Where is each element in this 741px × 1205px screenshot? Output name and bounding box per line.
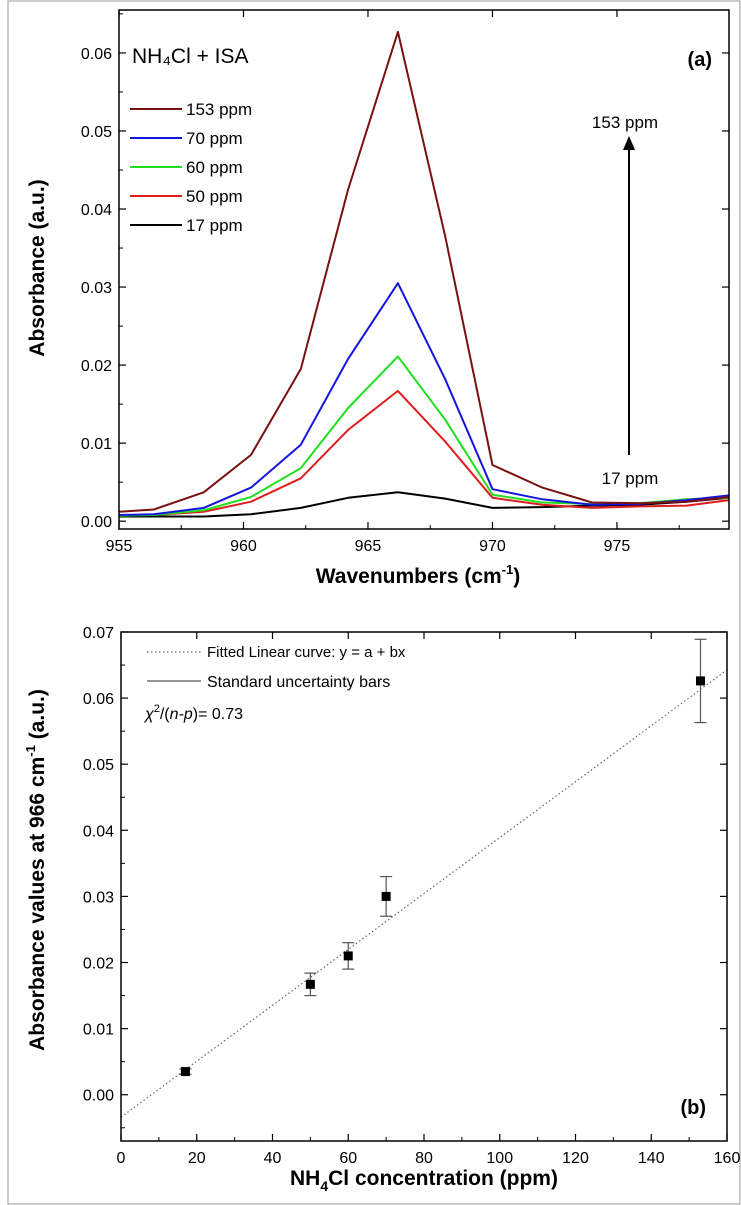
x-tick-label: 0 <box>117 1150 126 1167</box>
panel-a-xlabel: Wavenumbers (cm-1) <box>316 562 521 588</box>
arrow-top-label: 153 ppm <box>592 113 658 132</box>
panel-a-chart: 955 960 965 970 975 0.00 0.01 0.02 0.03 0.04 0.05 0… <box>26 9 730 588</box>
panel-b-tag: (b) <box>680 1097 706 1119</box>
chi-sup: 2 <box>154 703 160 715</box>
x-tick-label: 100 <box>486 1150 513 1167</box>
y-tick-label: 0.03 <box>83 889 114 906</box>
data-point <box>343 951 353 961</box>
data-point <box>381 891 391 901</box>
y-tick-label: 0.06 <box>83 691 114 708</box>
panel-a-xlabel-close: ) <box>513 565 520 588</box>
legend-label-70-ppm: 70 ppm <box>186 129 243 148</box>
panel-b-legend: Fitted Linear curve: y = a + bx Standard… <box>143 644 406 723</box>
panel-a-ylabel: Absorbance (a.u.) <box>26 179 49 356</box>
legend-label-60-ppm: 60 ppm <box>186 158 243 177</box>
legend-fit-label: Fitted Linear curve: y = a + bx <box>207 644 406 661</box>
chi-rest: )= 0.73 <box>193 706 243 723</box>
panel-a-legend: 153 ppm 70 ppm 60 ppm 50 ppm 17 ppm <box>130 100 252 235</box>
y-tick-label: 0.05 <box>83 757 114 774</box>
panel-b-ylabel-base: Absorbance values at 966 cm <box>26 757 49 1051</box>
x-tick-label: 80 <box>415 1150 433 1167</box>
y-tick-label: 0.05 <box>81 124 112 141</box>
y-tick-label: 0.04 <box>83 823 114 840</box>
x-tick-label: 120 <box>562 1150 589 1167</box>
series-line-153-ppm <box>118 30 730 513</box>
arrow-bottom-label: 17 ppm <box>602 469 659 488</box>
panel-b-ylabel-rest: (a.u.) <box>26 689 49 745</box>
data-point <box>305 979 315 989</box>
x-tick-label: 955 <box>106 538 133 555</box>
panel-a-xlabel-sup: -1 <box>502 562 514 577</box>
panel-b-ylabel: Absorbance values at 966 cm-1 (a.u.) <box>23 689 49 1051</box>
panel-b-xlabel-rest: Cl concentration (ppm) <box>328 1167 558 1190</box>
y-tick-label: 0.00 <box>83 1088 114 1105</box>
panel-b-chart: 0 20 40 60 80 100 120 140 160 0.00 0.01 0.02 0.03 0.0… <box>23 625 740 1194</box>
panel-b-xlabel-sub: 4 <box>320 1178 328 1194</box>
panel-b-xlabel-base: NH <box>290 1167 320 1190</box>
panel-b-xlabel: NH4Cl concentration (ppm) <box>290 1167 558 1194</box>
fit-line <box>120 669 728 1118</box>
y-tick-label: 0.02 <box>81 358 112 375</box>
y-tick-label: 0.04 <box>81 202 112 219</box>
x-tick-label: 140 <box>638 1150 665 1167</box>
y-tick-label: 0.06 <box>81 46 112 63</box>
x-tick-label: 975 <box>604 538 631 555</box>
figure-border <box>7 0 741 1205</box>
x-tick-label: 960 <box>230 538 257 555</box>
y-tick-label: 0.00 <box>81 514 112 531</box>
x-tick-label: 965 <box>355 538 382 555</box>
series-line-60-ppm <box>118 355 730 517</box>
data-point <box>695 676 705 686</box>
x-tick-label: 40 <box>264 1150 282 1167</box>
legend-label-17-ppm: 17 ppm <box>186 216 243 235</box>
legend-label-50-ppm: 50 ppm <box>186 187 243 206</box>
chi-symbol: χ <box>143 706 154 723</box>
y-tick-label: 0.07 <box>83 625 114 642</box>
y-tick-label: 0.01 <box>81 436 112 453</box>
legend-errorbar-label: Standard uncertainty bars <box>207 674 390 691</box>
y-tick-label: 0.02 <box>83 956 114 973</box>
panel-a-xlabel-base: Wavenumbers (cm <box>316 565 502 588</box>
panel-b-ylabel-sup: -1 <box>23 745 38 757</box>
y-tick-label: 0.03 <box>81 280 112 297</box>
arrow-head-icon <box>623 136 635 150</box>
chi-italic: n-p <box>170 706 193 723</box>
panel-a-tag: (a) <box>688 49 712 71</box>
series-line-50-ppm <box>119 389 730 516</box>
series-line-70-ppm <box>118 282 730 516</box>
x-tick-label: 160 <box>714 1150 741 1167</box>
chi-mid: /( <box>160 706 170 723</box>
x-tick-label: 60 <box>339 1150 357 1167</box>
x-tick-label: 20 <box>188 1150 206 1167</box>
panel-a-title: NH₄Cl + ISA <box>132 45 249 68</box>
legend-label-153-ppm: 153 ppm <box>186 100 252 119</box>
panel-a-frame <box>118 9 730 530</box>
data-point <box>180 1067 190 1077</box>
chi-square-stat: χ2/(n-p)= 0.73 <box>143 703 243 723</box>
y-tick-label: 0.01 <box>83 1022 114 1039</box>
x-tick-label: 970 <box>479 538 506 555</box>
